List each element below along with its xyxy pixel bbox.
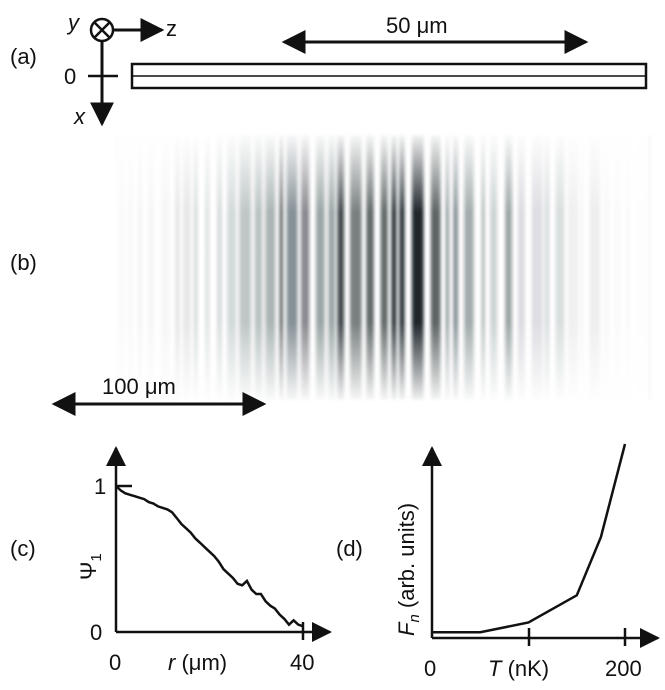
panel-a: (a) y z x 0 50 μm (10, 10, 648, 129)
chart-d-series-line (432, 443, 627, 634)
axis-x-label: x (73, 104, 86, 129)
chart-d-xlabel: T (nK) (488, 656, 549, 681)
axis-y-into-page-icon (89, 17, 115, 43)
chart-c-xlabel: r (μm) (168, 650, 227, 675)
chart-c-ylabel: Ψ1 (76, 553, 105, 580)
chart-d-xtick-label-0: 0 (424, 656, 436, 681)
chart-c-series-line (115, 485, 304, 628)
interference-pattern (118, 130, 648, 405)
scale-100um-label: 100 μm (102, 374, 176, 399)
chart-d-ylabel: Fn (arb. units) (394, 503, 423, 636)
waveguide (130, 62, 648, 90)
chart-c-ytick-label-0: 0 (90, 620, 102, 645)
panel-a-label: (a) (10, 44, 37, 69)
axis-y-label: y (66, 10, 81, 35)
axis-zero-label: 0 (64, 64, 76, 89)
panel-c: (c) 1 0 0 40 r (μm) Ψ1 (10, 446, 332, 675)
panel-b: (b) 100 μm (10, 130, 648, 416)
chart-d-xtick-label-200: 200 (605, 656, 642, 681)
panel-b-label: (b) (10, 250, 37, 275)
axis-z-label: z (166, 16, 177, 41)
panel-c-label: (c) (10, 536, 36, 561)
chart-c-xtick-label-40: 40 (290, 650, 314, 675)
panel-d: (d) 0 200 T (nK) Fn (arb. units) (336, 443, 660, 681)
scale-50um-label: 50 μm (386, 13, 448, 38)
chart-c-xtick-label-0: 0 (109, 650, 121, 675)
panel-d-label: (d) (336, 536, 363, 561)
chart-c-ytick-label-1: 1 (94, 474, 106, 499)
